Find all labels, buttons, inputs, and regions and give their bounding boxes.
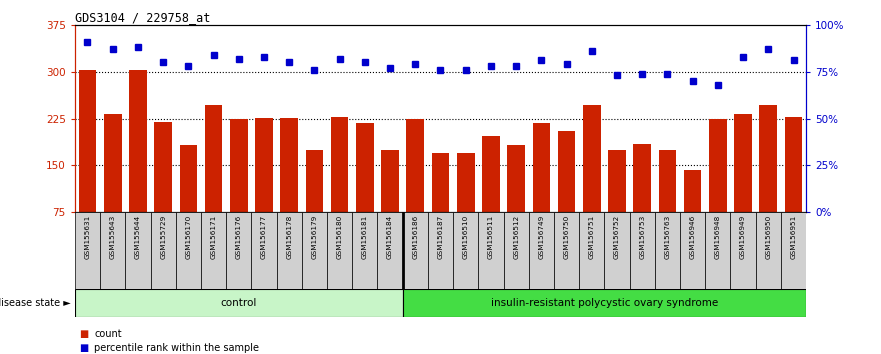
Bar xyxy=(403,289,806,317)
Bar xyxy=(529,212,554,289)
Bar xyxy=(579,212,604,289)
Text: disease state ►: disease state ► xyxy=(0,298,70,308)
Text: GDS3104 / 229758_at: GDS3104 / 229758_at xyxy=(75,11,211,24)
Bar xyxy=(230,119,248,259)
Text: GSM156749: GSM156749 xyxy=(538,215,544,259)
Bar xyxy=(759,105,777,259)
Bar xyxy=(730,212,756,289)
Text: GSM156751: GSM156751 xyxy=(589,215,595,259)
Bar xyxy=(130,70,147,259)
Text: GSM156177: GSM156177 xyxy=(261,215,267,259)
Text: GSM156187: GSM156187 xyxy=(438,215,443,259)
Text: GSM156170: GSM156170 xyxy=(185,215,191,259)
Bar xyxy=(504,212,529,289)
Text: GSM156950: GSM156950 xyxy=(766,215,771,259)
Text: GSM155631: GSM155631 xyxy=(85,215,91,259)
Text: control: control xyxy=(220,298,257,308)
Bar xyxy=(352,212,377,289)
Text: GSM156171: GSM156171 xyxy=(211,215,217,259)
Bar xyxy=(75,289,403,317)
Text: count: count xyxy=(94,329,122,339)
Bar xyxy=(532,123,550,259)
Bar xyxy=(226,212,251,289)
Bar xyxy=(680,212,706,289)
Bar xyxy=(277,212,302,289)
Bar xyxy=(583,105,601,259)
Bar xyxy=(175,212,201,289)
Bar xyxy=(684,170,701,259)
Bar xyxy=(633,144,651,259)
Text: GSM156949: GSM156949 xyxy=(740,215,746,259)
Bar xyxy=(406,119,424,259)
Bar xyxy=(331,117,349,259)
Text: GSM156948: GSM156948 xyxy=(714,215,721,259)
Bar xyxy=(608,150,626,259)
Bar xyxy=(453,212,478,289)
Bar xyxy=(432,153,449,259)
Text: ■: ■ xyxy=(79,343,88,353)
Bar xyxy=(630,212,655,289)
Text: GSM155644: GSM155644 xyxy=(135,215,141,259)
Bar xyxy=(403,212,428,289)
Bar xyxy=(104,114,122,259)
Text: GSM156510: GSM156510 xyxy=(463,215,469,259)
Bar xyxy=(781,212,806,289)
Bar xyxy=(785,117,803,259)
Text: percentile rank within the sample: percentile rank within the sample xyxy=(94,343,259,353)
Bar xyxy=(280,118,298,259)
Text: GSM156178: GSM156178 xyxy=(286,215,292,259)
Text: ■: ■ xyxy=(79,329,88,339)
Bar xyxy=(756,212,781,289)
Bar xyxy=(100,212,125,289)
Text: GSM156951: GSM156951 xyxy=(790,215,796,259)
Bar xyxy=(482,136,500,259)
Bar xyxy=(302,212,327,289)
Text: GSM156763: GSM156763 xyxy=(664,215,670,259)
Bar xyxy=(151,212,175,289)
Bar xyxy=(251,212,277,289)
Text: GSM156511: GSM156511 xyxy=(488,215,494,259)
Text: GSM155729: GSM155729 xyxy=(160,215,167,259)
Bar xyxy=(457,153,475,259)
Text: GSM156179: GSM156179 xyxy=(311,215,317,259)
Text: GSM156753: GSM156753 xyxy=(640,215,645,259)
Bar xyxy=(377,212,403,289)
Text: insulin-resistant polycystic ovary syndrome: insulin-resistant polycystic ovary syndr… xyxy=(491,298,718,308)
Text: GSM156181: GSM156181 xyxy=(362,215,368,259)
Text: GSM156184: GSM156184 xyxy=(387,215,393,259)
Text: GSM155643: GSM155643 xyxy=(110,215,115,259)
Bar xyxy=(78,70,96,259)
Bar xyxy=(604,212,630,289)
Text: GSM156176: GSM156176 xyxy=(236,215,241,259)
Bar xyxy=(655,212,680,289)
Bar xyxy=(381,150,399,259)
Text: GSM156180: GSM156180 xyxy=(337,215,343,259)
Bar xyxy=(706,212,730,289)
Bar xyxy=(478,212,504,289)
Bar xyxy=(428,212,453,289)
Bar xyxy=(659,150,677,259)
Bar xyxy=(554,212,579,289)
Bar xyxy=(75,212,100,289)
Text: GSM156750: GSM156750 xyxy=(564,215,570,259)
Bar xyxy=(356,123,374,259)
Bar xyxy=(204,105,222,259)
Bar xyxy=(255,118,273,259)
Bar xyxy=(154,122,172,259)
Bar xyxy=(125,212,151,289)
Bar xyxy=(709,119,727,259)
Bar xyxy=(734,114,751,259)
Bar xyxy=(507,145,525,259)
Text: GSM156752: GSM156752 xyxy=(614,215,620,259)
Text: GSM156512: GSM156512 xyxy=(513,215,519,259)
Bar xyxy=(327,212,352,289)
Text: GSM156946: GSM156946 xyxy=(690,215,696,259)
Bar xyxy=(558,131,575,259)
Bar xyxy=(201,212,226,289)
Bar xyxy=(180,145,197,259)
Text: GSM156186: GSM156186 xyxy=(412,215,418,259)
Bar xyxy=(306,150,323,259)
